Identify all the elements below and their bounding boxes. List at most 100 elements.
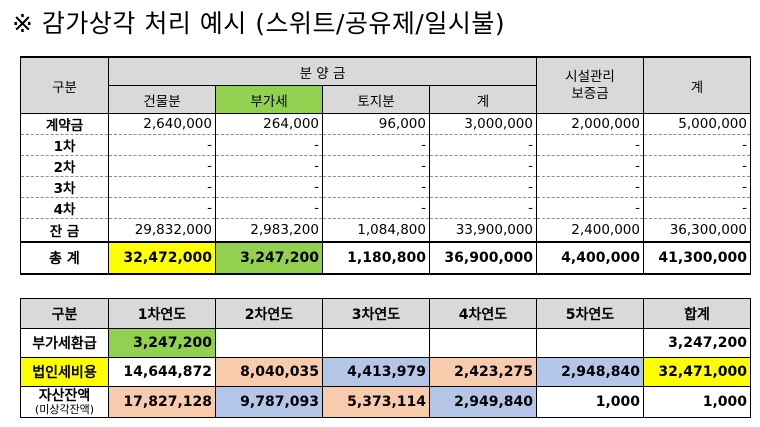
cell: - (536, 134, 644, 156)
cell: 96,000 (322, 113, 430, 135)
cell: - (215, 155, 323, 177)
cell: - (429, 176, 537, 198)
cell: - (429, 155, 537, 177)
row-label-main: 자산잔액 (38, 388, 91, 404)
header-toji: 토지분 (322, 85, 430, 114)
table1-subheader-row: 건물분 부가세 토지분 계 (20, 85, 751, 114)
row-label: 계약금 (20, 113, 109, 135)
cell: 41,300,000 (643, 241, 751, 275)
cell: - (322, 197, 430, 219)
cell: 3,247,200 (643, 328, 751, 358)
table-row-2: 2차 - - - - - - (20, 155, 751, 177)
cell: 2,948,840 (536, 357, 644, 387)
table-row-1: 1차 - - - - - - (20, 134, 751, 156)
cell: 3,247,200 (215, 241, 323, 275)
cell: - (108, 176, 216, 198)
table-row-4: 4차 - - - - - - (20, 197, 751, 219)
row-label: 법인세비용 (20, 357, 109, 387)
cell: - (643, 134, 751, 156)
cell: - (108, 134, 216, 156)
cell: - (215, 134, 323, 156)
cell: 2,949,840 (429, 386, 537, 418)
cell: 14,644,872 (108, 357, 216, 387)
header-cell: 2차연도 (215, 298, 323, 329)
header-cell: 1차연도 (108, 298, 216, 329)
cell: 5,373,114 (322, 386, 430, 418)
table-row-vat-refund: 부가세환급 3,247,200 3,247,200 (20, 328, 751, 358)
cell: - (215, 197, 323, 219)
cell: 32,472,000 (108, 241, 216, 275)
header-cell: 합계 (643, 298, 751, 329)
cell: 2,983,200 (215, 218, 323, 242)
header-cell: 4차연도 (429, 298, 537, 329)
cell: 33,900,000 (429, 218, 537, 242)
cell: - (536, 176, 644, 198)
cell: - (536, 197, 644, 219)
cell: 32,471,000 (643, 357, 751, 387)
cell: - (643, 197, 751, 219)
row-label: 2차 (20, 155, 109, 177)
row-label: 총 계 (20, 241, 109, 275)
header-geonmul: 건물분 (108, 85, 216, 114)
cell: 1,084,800 (322, 218, 430, 242)
cell: - (643, 176, 751, 198)
table-row-total: 총 계 32,472,000 3,247,200 1,180,800 36,90… (20, 241, 751, 275)
header-sisul: 시설관리 보증금 (536, 57, 644, 114)
header-gubun: 구분 (20, 57, 109, 114)
cell: 1,000 (643, 386, 751, 418)
cell: - (108, 197, 216, 219)
cell: 8,040,035 (215, 357, 323, 387)
table1-header-row: 구분 분 양 금 시설관리 보증금 계 (20, 57, 751, 114)
table-row-contract: 계약금 2,640,000 264,000 96,000 3,000,000 2… (20, 113, 751, 135)
row-label: 1차 (20, 134, 109, 156)
cell (536, 328, 644, 358)
cell: - (643, 155, 751, 177)
cell: - (215, 176, 323, 198)
cell: - (429, 134, 537, 156)
cell: 36,300,000 (643, 218, 751, 242)
cell: 36,900,000 (429, 241, 537, 275)
row-label: 잔 금 (20, 218, 109, 242)
cell (322, 328, 430, 358)
row-label: 부가세환급 (20, 328, 109, 358)
cell: 9,787,093 (215, 386, 323, 418)
cell: 3,247,200 (108, 328, 216, 358)
table-row-3: 3차 - - - - - - (20, 176, 751, 198)
cell: 29,832,000 (108, 218, 216, 242)
table2-header-row: 구분 1차연도 2차연도 3차연도 4차연도 5차연도 합계 (20, 298, 751, 329)
row-label: 3차 (20, 176, 109, 198)
table-row-corp-tax: 법인세비용 14,644,872 8,040,035 4,413,979 2,4… (20, 357, 751, 387)
header-cell: 구분 (20, 298, 109, 329)
cell: 264,000 (215, 113, 323, 135)
header-cell: 3차연도 (322, 298, 430, 329)
cell: 1,180,800 (322, 241, 430, 275)
cell: 2,640,000 (108, 113, 216, 135)
depreciation-table: 구분 1차연도 2차연도 3차연도 4차연도 5차연도 합계 부가세환급 3,2… (20, 298, 751, 418)
cell: 4,400,000 (536, 241, 644, 275)
row-label: 자산잔액 (미상각잔액) (20, 386, 109, 418)
cell: - (536, 155, 644, 177)
header-bunyang: 분 양 금 (108, 57, 537, 86)
cell: 2,423,275 (429, 357, 537, 387)
header-cell: 5차연도 (536, 298, 644, 329)
cell: - (322, 155, 430, 177)
table-row-balance: 잔 금 29,832,000 2,983,200 1,084,800 33,90… (20, 218, 751, 242)
cell: 17,827,128 (108, 386, 216, 418)
page-title: ※ 감가상각 처리 예시 (스위트/공유제/일시불) (12, 9, 506, 38)
cell: 5,000,000 (643, 113, 751, 135)
table-row-asset-balance: 자산잔액 (미상각잔액) 17,827,128 9,787,093 5,373,… (20, 386, 751, 418)
cell: - (108, 155, 216, 177)
cell: 2,000,000 (536, 113, 644, 135)
cell: 4,413,979 (322, 357, 430, 387)
cell: 3,000,000 (429, 113, 537, 135)
cell: 1,000 (536, 386, 644, 418)
cell (215, 328, 323, 358)
header-bugase: 부가세 (215, 85, 323, 114)
row-label: 4차 (20, 197, 109, 219)
cell: - (322, 176, 430, 198)
header-subtotal: 계 (429, 85, 537, 114)
cell (429, 328, 537, 358)
header-sisul-text: 시설관리 보증금 (565, 68, 615, 102)
row-label-sub: (미상각잔액) (34, 403, 95, 416)
installment-table: 구분 분 양 금 시설관리 보증금 계 건물분 부가세 토지분 계 계약금 2,… (20, 56, 751, 275)
